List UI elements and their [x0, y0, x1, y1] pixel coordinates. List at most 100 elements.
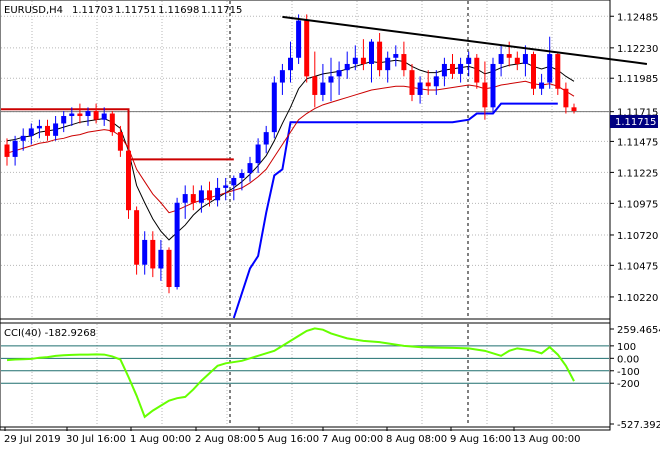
candle: [328, 57, 334, 102]
candle: [555, 51, 561, 95]
candle: [190, 185, 196, 211]
candle-body: [466, 57, 472, 64]
time-axis-label: 13 Aug 00:00: [513, 434, 580, 445]
candle: [409, 63, 415, 102]
candle-body: [231, 177, 237, 186]
candle-body: [93, 111, 99, 120]
candle-body: [498, 54, 504, 64]
ohlc-open: 1.11703: [72, 5, 113, 16]
price-tick-label: 1.10220: [617, 293, 658, 304]
candle: [336, 61, 342, 95]
candle-body: [409, 70, 415, 95]
candle: [288, 41, 293, 83]
candle: [425, 70, 431, 95]
candle-body: [328, 76, 334, 83]
price-tick-label: 1.11715: [617, 108, 658, 119]
candle-body: [490, 63, 496, 108]
candle: [441, 57, 447, 87]
candle: [69, 107, 75, 126]
candle: [85, 107, 91, 126]
candle: [296, 14, 302, 64]
candle: [93, 103, 99, 124]
candle-body: [85, 111, 91, 117]
candle-body: [12, 140, 18, 157]
candle-body: [522, 54, 528, 64]
candle-body: [417, 82, 423, 95]
candle: [482, 61, 488, 120]
candle: [320, 63, 326, 102]
candle: [279, 63, 285, 95]
candle-body: [433, 76, 439, 87]
candle: [539, 73, 545, 95]
cci-tick-label: -200: [617, 379, 640, 390]
price-tick-label: 1.11985: [617, 74, 658, 85]
candle-body: [142, 239, 148, 265]
candle: [271, 76, 277, 139]
candle-body: [555, 54, 561, 89]
candle: [239, 169, 245, 191]
candle-body: [263, 132, 269, 145]
candle: [53, 116, 59, 141]
candle: [255, 138, 261, 174]
candle-body: [247, 163, 253, 174]
candle: [433, 70, 439, 95]
candle-body: [377, 41, 383, 71]
candle: [401, 41, 407, 77]
candle: [514, 51, 520, 71]
price-tick-label: 1.10475: [617, 261, 658, 272]
cci-line: [6, 327, 575, 419]
candle: [174, 197, 180, 290]
candle: [360, 39, 366, 71]
symbol-label: EURUSD,H4: [4, 5, 63, 16]
ohlc-low: 1.11698: [158, 5, 199, 16]
candle: [36, 119, 42, 139]
candle-body: [352, 57, 358, 64]
candle: [352, 45, 358, 71]
candle-body: [215, 187, 221, 201]
time-axis-label: 8 Aug 08:00: [386, 434, 447, 445]
ma-fast-line: [6, 59, 575, 241]
price-tick-label: 1.11475: [617, 137, 658, 148]
cci-label: CCI(40) -182.9268: [4, 328, 96, 339]
cci-tick-label: 100: [617, 342, 636, 353]
current-price-label: 1.11715: [615, 117, 656, 128]
candle: [61, 111, 67, 133]
candle: [458, 57, 464, 83]
candle-body: [482, 82, 488, 108]
candle-body: [158, 249, 164, 269]
candle-body: [393, 54, 399, 58]
candle-body: [539, 82, 545, 89]
candle: [231, 175, 237, 201]
candle: [117, 125, 123, 157]
candle-body: [369, 41, 374, 64]
candle-body: [53, 123, 59, 136]
envelope-high-line: [1, 108, 234, 161]
candle: [344, 51, 350, 79]
candle: [142, 231, 148, 275]
cci-tick-label: -100: [617, 367, 640, 378]
candle-body: [239, 173, 245, 178]
candle: [377, 32, 383, 77]
candle-body: [190, 194, 196, 203]
candle: [393, 45, 399, 67]
candle: [547, 36, 553, 89]
candle: [385, 51, 391, 83]
candle-body: [126, 150, 131, 211]
candle-body: [77, 113, 83, 117]
candle: [77, 103, 83, 124]
candle: [198, 185, 204, 213]
candle: [12, 135, 18, 166]
candle: [134, 206, 140, 275]
candle: [223, 177, 229, 201]
ohlc-close: 1.11715: [201, 5, 242, 16]
ohlc-high: 1.11751: [115, 5, 156, 16]
candle-body: [401, 54, 407, 71]
candle-body: [385, 57, 391, 71]
candle-body: [563, 88, 569, 108]
candle: [4, 138, 10, 166]
ma-slow-line: [6, 80, 575, 214]
candle: [498, 45, 504, 77]
candle-body: [45, 125, 50, 136]
candle-body: [279, 70, 285, 83]
